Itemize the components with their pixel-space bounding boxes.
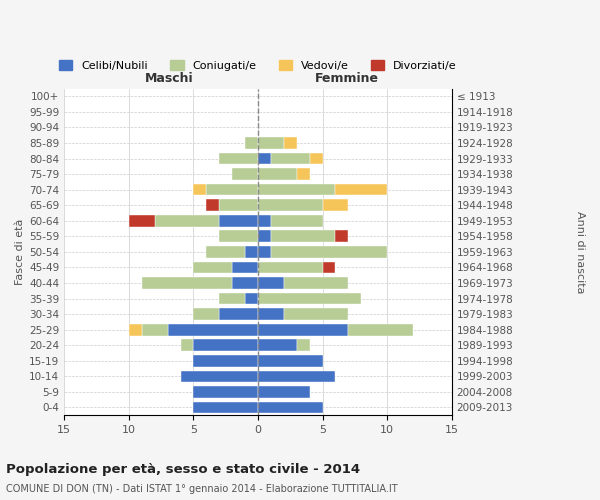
Bar xyxy=(284,277,349,289)
Bar xyxy=(258,324,349,336)
Bar xyxy=(193,184,206,196)
Bar xyxy=(271,230,335,242)
Bar xyxy=(323,200,349,211)
Bar xyxy=(232,168,258,180)
Bar xyxy=(335,230,349,242)
Bar xyxy=(219,215,258,226)
Bar xyxy=(142,324,167,336)
Bar xyxy=(193,262,232,274)
Text: COMUNE DI DON (TN) - Dati ISTAT 1° gennaio 2014 - Elaborazione TUTTITALIA.IT: COMUNE DI DON (TN) - Dati ISTAT 1° genna… xyxy=(6,484,398,494)
Bar xyxy=(193,355,258,366)
Bar xyxy=(167,324,258,336)
Bar xyxy=(297,340,310,351)
Bar xyxy=(193,386,258,398)
Bar xyxy=(258,262,323,274)
Bar xyxy=(232,262,258,274)
Bar xyxy=(323,262,335,274)
Bar xyxy=(219,230,258,242)
Bar xyxy=(258,184,335,196)
Y-axis label: Anni di nascita: Anni di nascita xyxy=(575,210,585,293)
Bar xyxy=(181,370,258,382)
Bar xyxy=(258,277,284,289)
Bar xyxy=(193,308,219,320)
Bar xyxy=(258,370,335,382)
Bar xyxy=(297,168,310,180)
Legend: Celibi/Nubili, Coniugati/e, Vedovi/e, Divorziati/e: Celibi/Nubili, Coniugati/e, Vedovi/e, Di… xyxy=(55,56,461,76)
Bar xyxy=(258,200,323,211)
Bar xyxy=(284,137,297,149)
Bar xyxy=(258,137,284,149)
Bar xyxy=(219,152,258,164)
Bar xyxy=(206,200,219,211)
Bar xyxy=(245,292,258,304)
Bar xyxy=(258,340,297,351)
Bar xyxy=(258,402,323,413)
Bar xyxy=(193,340,258,351)
Text: Popolazione per età, sesso e stato civile - 2014: Popolazione per età, sesso e stato civil… xyxy=(6,462,360,475)
Bar xyxy=(349,324,413,336)
Bar xyxy=(206,246,245,258)
Bar xyxy=(245,137,258,149)
Bar xyxy=(219,200,258,211)
Bar xyxy=(258,386,310,398)
Bar xyxy=(232,277,258,289)
Bar xyxy=(258,308,284,320)
Bar xyxy=(142,277,232,289)
Bar xyxy=(245,246,258,258)
Text: Femmine: Femmine xyxy=(315,72,379,85)
Bar xyxy=(258,168,297,180)
Bar xyxy=(258,292,361,304)
Bar xyxy=(271,215,323,226)
Bar xyxy=(219,308,258,320)
Bar xyxy=(155,215,219,226)
Bar xyxy=(181,340,193,351)
Bar xyxy=(258,152,271,164)
Y-axis label: Fasce di età: Fasce di età xyxy=(15,218,25,285)
Bar xyxy=(258,230,271,242)
Bar xyxy=(310,152,323,164)
Bar xyxy=(193,402,258,413)
Bar xyxy=(206,184,258,196)
Bar xyxy=(335,184,387,196)
Bar xyxy=(219,292,245,304)
Text: Maschi: Maschi xyxy=(145,72,193,85)
Bar xyxy=(271,246,387,258)
Bar xyxy=(284,308,349,320)
Bar xyxy=(129,324,142,336)
Bar xyxy=(271,152,310,164)
Bar xyxy=(258,215,271,226)
Bar xyxy=(258,246,271,258)
Bar xyxy=(258,355,323,366)
Bar xyxy=(129,215,155,226)
